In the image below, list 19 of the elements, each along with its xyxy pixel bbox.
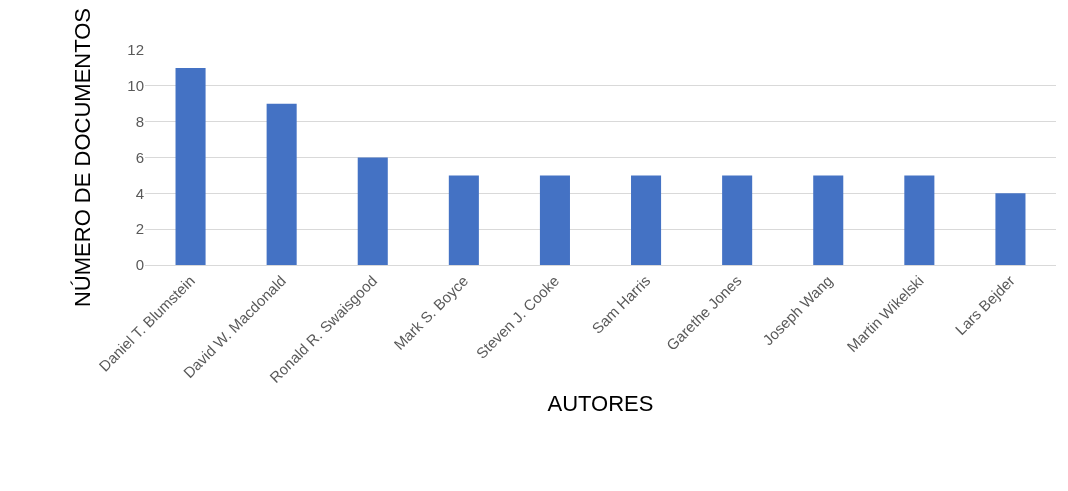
bar [448, 175, 479, 265]
y-tick-label: 8 [135, 112, 144, 130]
y-tick-label: 6 [135, 148, 144, 166]
y-tick-label: 10 [127, 77, 144, 95]
y-axis-title: NÚMERO DE DOCUMENTOS [70, 7, 96, 308]
y-tick-label: 4 [135, 184, 144, 202]
x-axis-title: AUTORES [547, 390, 654, 416]
bar [722, 175, 753, 265]
y-tick-label: 12 [127, 41, 144, 59]
y-tick-label: 2 [135, 220, 144, 238]
bar [904, 175, 935, 265]
bar [175, 67, 206, 265]
bar [813, 175, 844, 265]
bar [631, 175, 662, 265]
bar [539, 175, 570, 265]
bar [357, 157, 388, 265]
bar [266, 103, 297, 265]
y-tick-label: 0 [135, 256, 144, 274]
bar [995, 193, 1026, 265]
